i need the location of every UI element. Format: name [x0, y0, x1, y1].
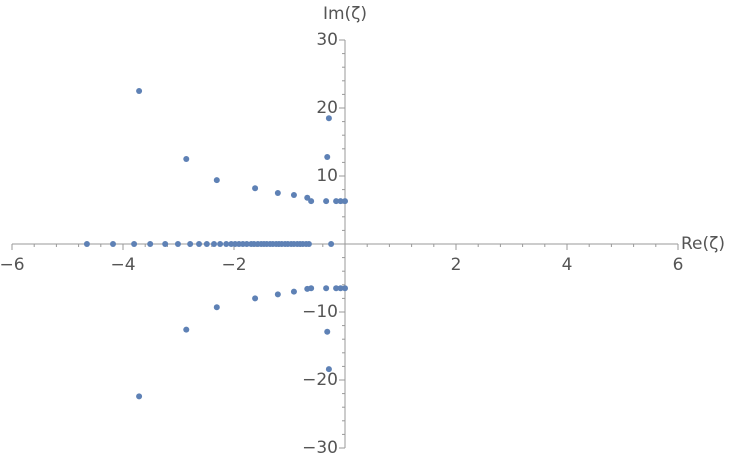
point — [196, 241, 203, 247]
point — [136, 393, 143, 400]
point — [305, 241, 312, 247]
point — [304, 194, 311, 201]
point — [308, 285, 315, 292]
point — [174, 241, 181, 247]
x-tick-label: −2 — [221, 255, 246, 275]
x-tick-label: 6 — [673, 255, 684, 275]
point — [131, 241, 138, 247]
y-tick-label: −30 — [302, 438, 338, 458]
point — [290, 192, 297, 199]
x-tick-label: 4 — [562, 255, 573, 275]
point — [110, 241, 117, 247]
x-tick-label: −6 — [0, 255, 25, 275]
point — [342, 198, 348, 205]
point — [183, 156, 190, 162]
y-axis-label: Im(ζ) — [323, 4, 367, 24]
y-tick-label: −20 — [302, 370, 338, 390]
point — [187, 241, 194, 247]
y-tick-label: −10 — [302, 302, 338, 322]
point — [183, 326, 190, 333]
x-axis-label: Re(ζ) — [681, 234, 725, 254]
point — [328, 241, 335, 247]
point — [323, 198, 330, 205]
point — [203, 241, 210, 247]
point — [325, 366, 332, 373]
point — [162, 241, 169, 247]
point — [324, 153, 331, 160]
y-tick-label: 20 — [316, 98, 338, 118]
x-tick-label: −4 — [110, 255, 135, 275]
point — [243, 241, 250, 247]
point — [274, 291, 281, 298]
point — [252, 185, 259, 192]
point — [136, 88, 143, 94]
x-tick-label: 2 — [451, 255, 462, 275]
point — [223, 241, 230, 247]
y-tick-label: 10 — [316, 166, 338, 186]
point — [274, 190, 281, 196]
point — [324, 328, 331, 335]
point — [323, 285, 330, 292]
point — [333, 285, 340, 292]
point — [83, 241, 90, 247]
point — [308, 198, 315, 205]
y-tick-label: 30 — [316, 30, 338, 50]
point — [290, 288, 297, 295]
point — [342, 285, 348, 292]
point — [213, 304, 220, 311]
point — [337, 285, 344, 292]
point — [213, 177, 220, 184]
point — [333, 198, 340, 205]
point — [252, 295, 259, 302]
point — [217, 241, 224, 247]
point — [337, 198, 344, 205]
point — [147, 241, 154, 247]
point — [325, 115, 332, 122]
point — [211, 241, 218, 247]
